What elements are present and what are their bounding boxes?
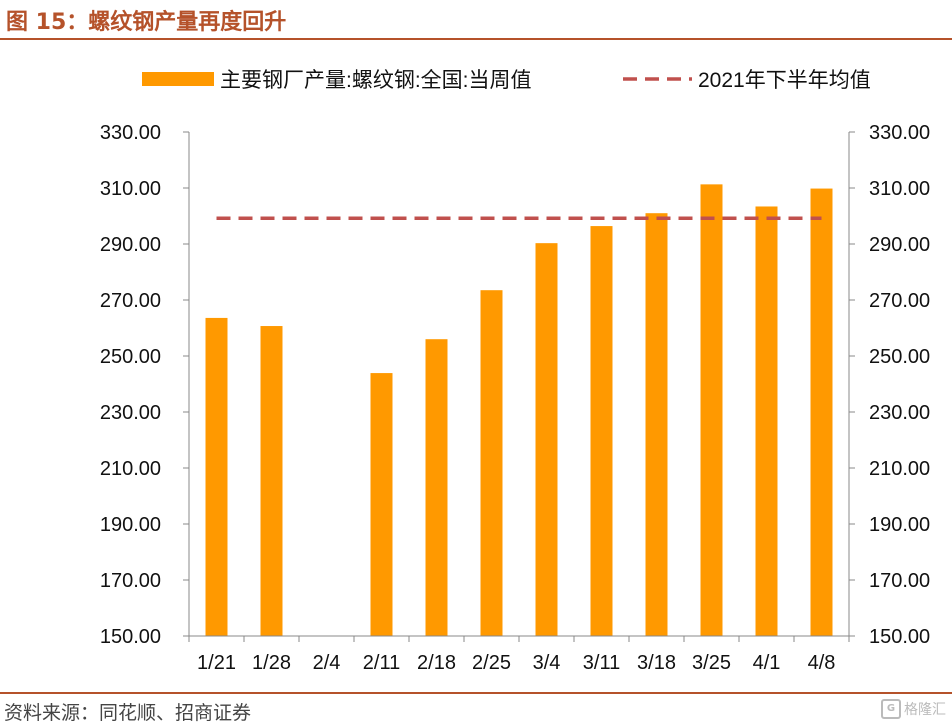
bar <box>425 339 448 636</box>
bar <box>590 226 613 636</box>
figure-title: 图 15：螺纹钢产量再度回升 <box>6 10 287 35</box>
watermark-label: 格隆汇 <box>904 702 946 718</box>
right-y-axis: 150.00 170.00 190.00 210.00 230.00 250.00 270.… <box>848 122 930 648</box>
x-axis: 1/21 1/28 2/4 2/11 2/18 2/25 3/4 3/11 3/18 3/25 4/… <box>188 635 850 674</box>
x-tick-label: 3/11 <box>583 652 620 674</box>
left-tick-label: 190.00 <box>100 514 161 536</box>
right-tick-label: 170.00 <box>869 570 930 592</box>
left-tick-label: 230.00 <box>100 402 161 424</box>
legend-line-label: 2021年下半年均值 <box>698 69 871 92</box>
left-tick-label: 170.00 <box>100 570 161 592</box>
bar <box>205 317 228 636</box>
right-tick-label: 330.00 <box>869 122 930 144</box>
right-tick-label: 230.00 <box>869 402 930 424</box>
bar <box>535 243 558 636</box>
bar <box>370 373 393 636</box>
x-tick-label: 3/18 <box>637 652 676 674</box>
left-tick-label: 150.00 <box>100 626 161 648</box>
left-y-axis: 150.00 170.00 190.00 210.00 230.00 250.00 270.… <box>100 122 190 648</box>
x-tick-label: 1/28 <box>252 652 291 674</box>
right-tick-label: 290.00 <box>869 234 930 256</box>
bar <box>755 206 778 637</box>
x-tick-label: 1/21 <box>197 652 236 674</box>
right-tick-label: 210.00 <box>869 458 930 480</box>
legend-bar-label: 主要钢厂产量:螺纹钢:全国:当周值 <box>220 69 532 92</box>
right-tick-label: 310.00 <box>869 178 930 200</box>
x-tick-label: 4/1 <box>753 652 781 674</box>
source-note: 资料来源：同花顺、招商证券 <box>4 702 252 724</box>
bar <box>480 290 503 636</box>
x-tick-label: 2/18 <box>417 652 456 674</box>
bar-series <box>205 184 833 637</box>
chart: 主要钢厂产量:螺纹钢:全国:当周值 2021年下半年均值 150.00 170.00… <box>100 69 930 674</box>
title-divider <box>0 38 952 40</box>
left-tick-label: 330.00 <box>100 122 161 144</box>
right-tick-label: 250.00 <box>869 346 930 368</box>
bar <box>260 326 283 636</box>
left-tick-label: 290.00 <box>100 234 161 256</box>
x-tick-label: 2/4 <box>313 652 341 674</box>
watermark-logo-icon: G <box>881 699 901 719</box>
right-tick-label: 270.00 <box>869 290 930 312</box>
left-tick-label: 310.00 <box>100 178 161 200</box>
legend-bar-swatch <box>142 72 214 86</box>
x-tick-label: 3/25 <box>692 652 731 674</box>
right-tick-label: 150.00 <box>869 626 930 648</box>
legend: 主要钢厂产量:螺纹钢:全国:当周值 2021年下半年均值 <box>142 69 871 92</box>
watermark: G 格隆汇 <box>881 699 946 719</box>
left-tick-label: 250.00 <box>100 346 161 368</box>
right-tick-label: 190.00 <box>869 514 930 536</box>
x-tick-label: 2/11 <box>363 652 400 674</box>
left-tick-label: 270.00 <box>100 290 161 312</box>
x-tick-label: 2/25 <box>472 652 511 674</box>
bar <box>810 188 833 636</box>
bar <box>645 213 668 636</box>
left-tick-label: 210.00 <box>100 458 161 480</box>
footer-divider <box>0 692 952 694</box>
x-tick-label: 4/8 <box>808 652 836 674</box>
bar <box>700 184 723 637</box>
x-tick-label: 3/4 <box>533 652 561 674</box>
